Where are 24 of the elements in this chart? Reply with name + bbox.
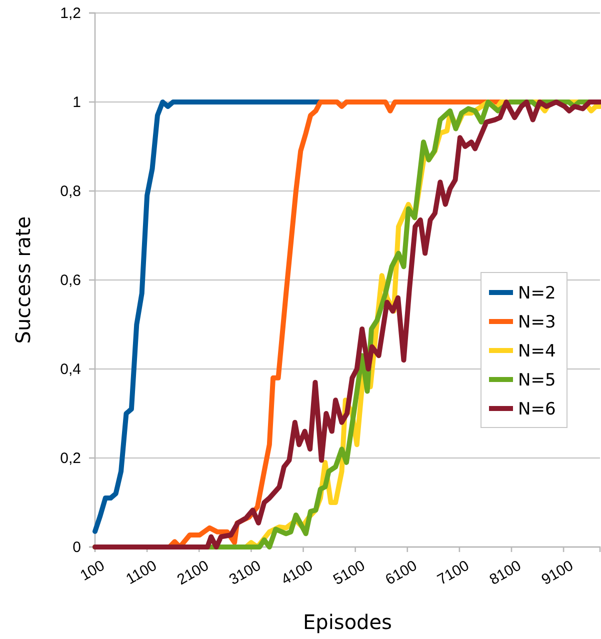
x-tick-label: 8100 [486, 557, 524, 589]
x-tick-label: 1100 [123, 557, 160, 588]
x-tick-label: 2100 [174, 557, 212, 589]
x-tick-label: 100 [77, 557, 108, 584]
y-tick-label: 1 [72, 94, 81, 111]
y-tick-label: 1,2 [60, 4, 81, 22]
y-tick-label: 0,2 [60, 450, 81, 467]
x-tick-label: 9100 [538, 557, 576, 589]
x-tick-label: 3100 [226, 557, 264, 589]
y-tick-label: 0,8 [60, 182, 81, 200]
legend-label: N=6 [518, 399, 556, 420]
x-tick-label: 6100 [382, 557, 420, 589]
y-tick-label: 0,4 [60, 360, 81, 378]
y-tick-label: 0,6 [60, 272, 81, 289]
y-tick-label: 0 [72, 538, 81, 556]
y-axis-title: Success rate [11, 216, 35, 344]
x-axis-title: Episodes [303, 610, 392, 634]
x-tick-label: 7100 [434, 557, 472, 589]
legend-label: N=2 [518, 283, 556, 304]
x-tick-label: 4100 [278, 557, 316, 589]
legend-label: N=3 [518, 312, 556, 332]
legend-label: N=5 [518, 370, 556, 390]
x-tick-label: 5100 [330, 557, 368, 589]
legend-label: N=4 [518, 341, 556, 362]
